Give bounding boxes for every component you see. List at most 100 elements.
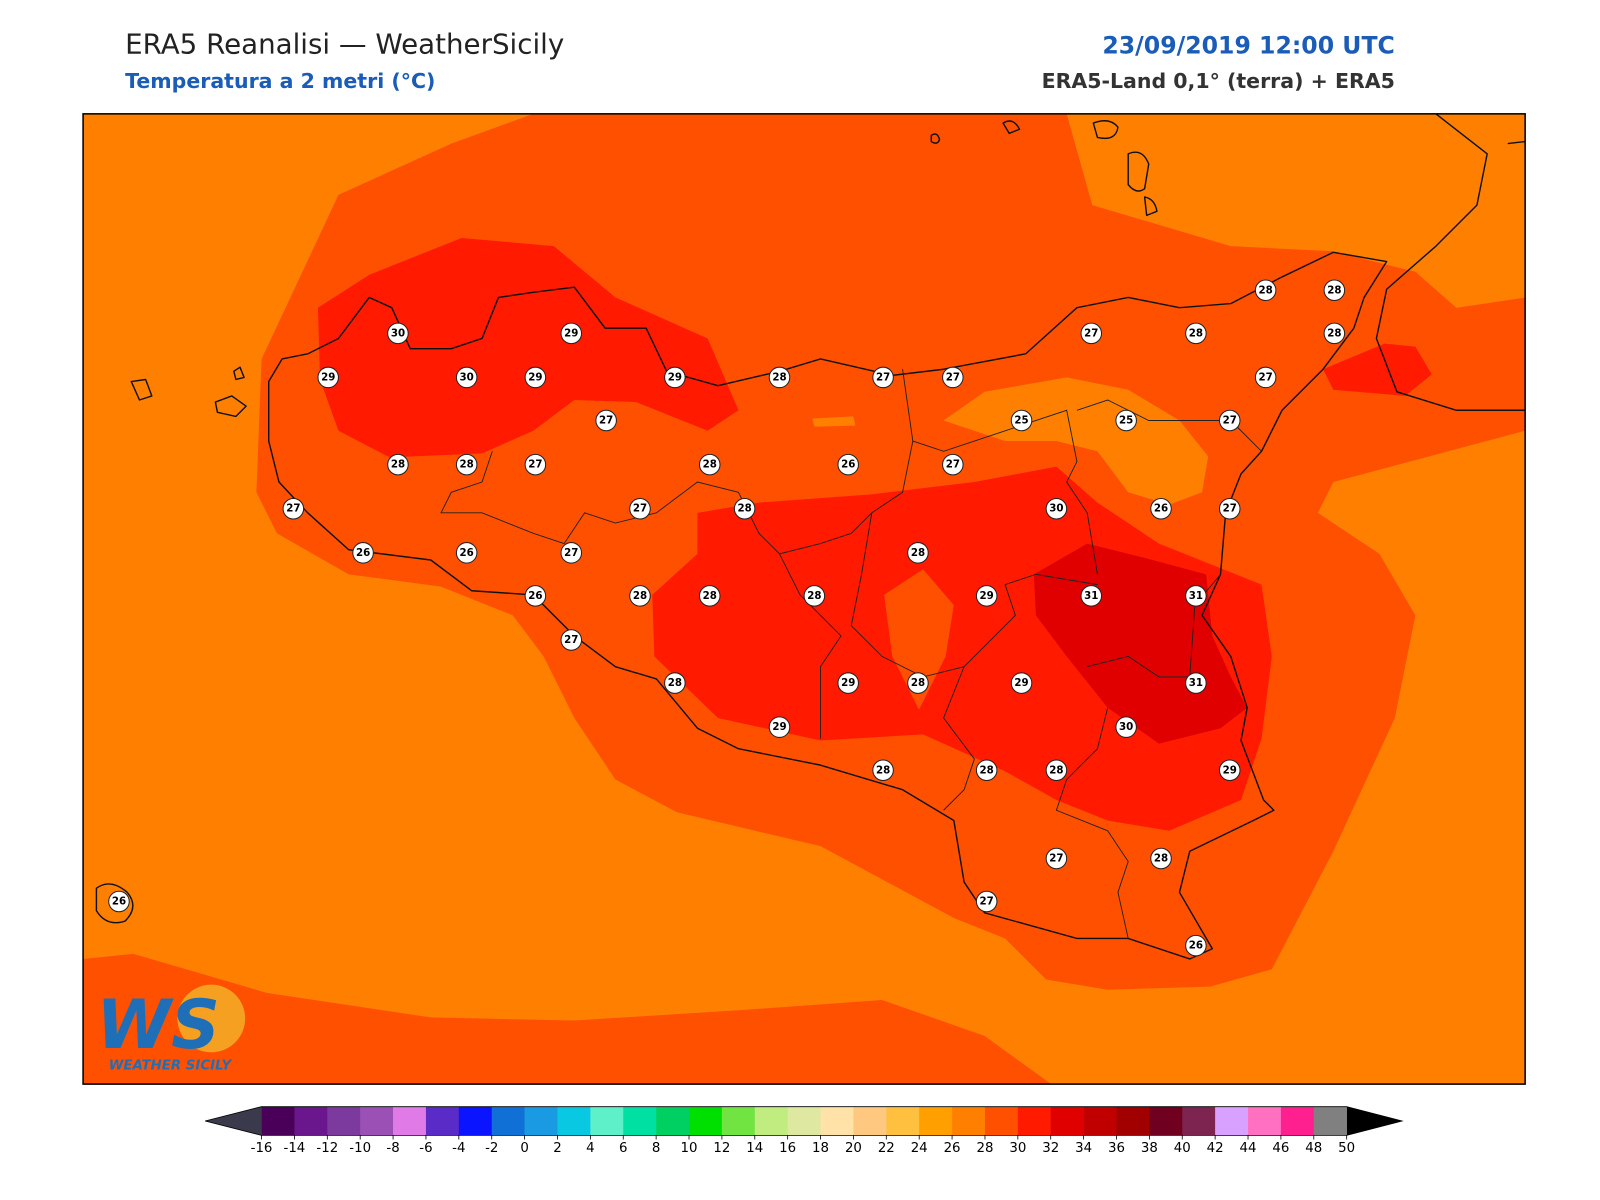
station-value: 28 [911, 547, 925, 559]
station-value: 30 [1049, 503, 1063, 515]
station: 27 [942, 366, 964, 389]
station-value: 29 [564, 327, 578, 339]
station-marker [664, 366, 686, 389]
station-value: 30 [391, 327, 405, 339]
province-border [902, 369, 914, 442]
station: 29 [975, 585, 998, 607]
colorbar-bin [1017, 1106, 1052, 1136]
station: 26 [524, 585, 547, 607]
station-value: 28 [703, 459, 717, 471]
station-value: 28 [807, 590, 821, 602]
station: 28 [455, 453, 478, 476]
colorbar-bin [425, 1106, 460, 1136]
station-value: 28 [668, 677, 682, 689]
subtitle: Temperatura a 2 metri (°C) [125, 69, 435, 93]
station-marker [1218, 497, 1241, 520]
station-marker [872, 366, 894, 389]
station-marker [1010, 672, 1033, 694]
station-value: 27 [528, 459, 542, 471]
colorbar-tick-label: 12 [713, 1141, 730, 1156]
station-marker [942, 453, 964, 476]
station: 27 [1218, 497, 1241, 520]
station-marker [1254, 366, 1277, 389]
station-marker [317, 366, 339, 389]
map-fill [83, 113, 1526, 1085]
station: 28 [907, 672, 929, 694]
colorbar-bin [721, 1106, 756, 1136]
map-frame [82, 113, 1526, 1085]
colorbar-tick-label: 38 [1141, 1141, 1158, 1156]
station-value: 28 [1189, 327, 1203, 339]
station-value: 28 [737, 503, 751, 515]
station: 27 [629, 497, 651, 520]
colorbar-tick-label: 14 [746, 1141, 763, 1156]
station: 31 [1185, 672, 1207, 694]
title: ERA5 Reanalisi — WeatherSicily [125, 27, 564, 60]
station: 28 [1323, 322, 1346, 345]
station: 28 [664, 672, 686, 694]
station-marker [629, 497, 651, 520]
station-value: 29 [668, 371, 682, 383]
colorbar-bin [458, 1106, 493, 1136]
station: 26 [108, 890, 130, 913]
colorbar-tick-label: 2 [553, 1141, 561, 1156]
colorbar-tick-label: -8 [386, 1141, 399, 1156]
station-marker [1185, 322, 1207, 345]
station-value: 31 [1189, 677, 1203, 689]
station: 30 [1045, 497, 1068, 520]
station-marker [1150, 847, 1172, 870]
station: 29 [317, 366, 339, 389]
coastline [267, 251, 1388, 960]
station-marker [1045, 497, 1068, 520]
colorbar-tick-label: -12 [316, 1141, 338, 1156]
colorbar-bin [787, 1106, 821, 1136]
station: 27 [1254, 366, 1277, 389]
station-value: 27 [1223, 415, 1237, 427]
colorbar-tick-label: -10 [349, 1141, 371, 1156]
level-28-30 [317, 237, 739, 458]
logo-name: WEATHER SICILY [109, 1059, 233, 1074]
colorbar-bin [261, 1106, 295, 1136]
province-border [1055, 707, 1129, 939]
station-marker [942, 366, 964, 389]
colorbar: -16 -14 -12 -10 -8 -6 -4 -2 0 2 4 6 8 10 12 14 16 18 20 22 2… [205, 1106, 1404, 1156]
station: 28 [872, 759, 894, 782]
station: 27 [975, 890, 998, 913]
colorbar-bin [1182, 1106, 1216, 1136]
station-marker [524, 585, 547, 607]
station: 27 [560, 629, 583, 651]
station-value: 29 [1223, 764, 1237, 776]
station-value: 26 [356, 547, 370, 559]
station-marker [282, 497, 305, 520]
station: 28 [1045, 759, 1068, 782]
station: 27 [560, 542, 583, 564]
colorbar-bin [1215, 1106, 1249, 1136]
station-value: 27 [1259, 371, 1273, 383]
colorbar-tick-label: -16 [251, 1141, 273, 1156]
station-labels: 30 29 29 30 29 29 28 27 27 27 28 28 28 28 27 27 25 25 27 28… [108, 279, 1346, 957]
colorbar-bin [327, 1106, 361, 1136]
station-value: 27 [564, 547, 578, 559]
station: 29 [664, 366, 686, 389]
colorbar-tick-label: 30 [1009, 1141, 1026, 1156]
island [95, 120, 1158, 924]
station-value: 27 [1084, 327, 1098, 339]
station-marker [837, 453, 859, 476]
level-24-26 [812, 416, 856, 427]
colorbar-tick-label: 46 [1272, 1141, 1289, 1156]
level-24-26 [943, 377, 1209, 505]
station-value: 30 [460, 371, 474, 383]
station-marker [560, 629, 583, 651]
colorbar-tick-label: 4 [586, 1141, 594, 1156]
station-marker [387, 453, 409, 476]
level-28-30 [1323, 343, 1432, 396]
station: 26 [1150, 497, 1172, 520]
province-border [779, 553, 842, 739]
station-value: 28 [1327, 327, 1341, 339]
colorbar-bin [689, 1106, 723, 1136]
colorbar-tick-label: -4 [452, 1141, 465, 1156]
station-marker [595, 409, 617, 432]
station: 28 [803, 585, 826, 607]
